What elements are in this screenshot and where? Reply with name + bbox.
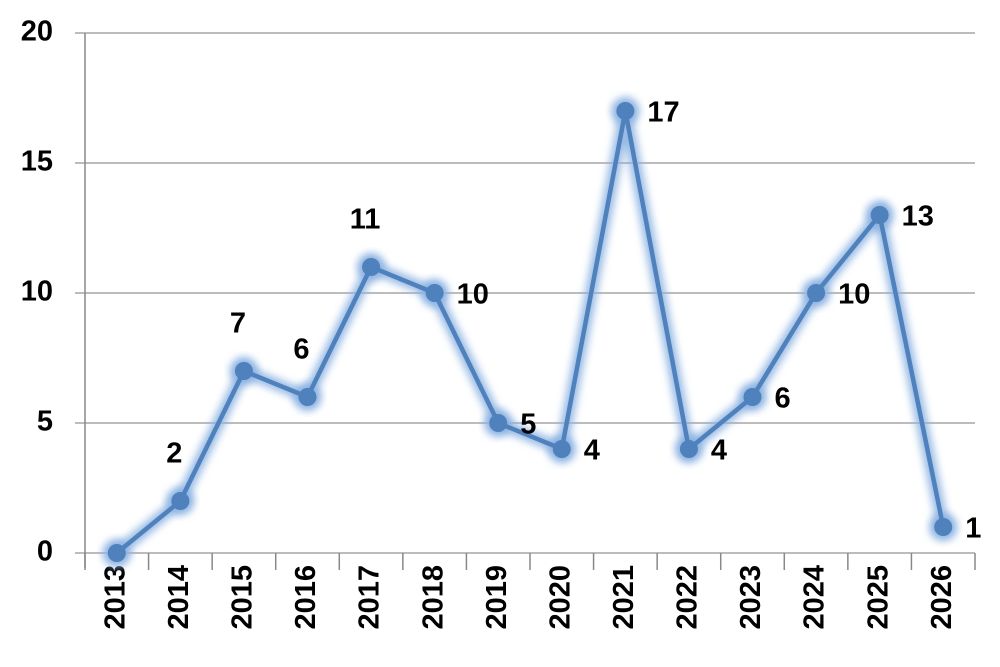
marker xyxy=(870,206,889,224)
marker xyxy=(807,284,826,302)
x-tick-label: 2013 xyxy=(99,565,131,630)
y-tick-label: 15 xyxy=(21,146,53,178)
x-tick-label: 2024 xyxy=(799,565,831,630)
marker xyxy=(934,518,953,536)
line xyxy=(115,110,946,555)
marker xyxy=(616,102,635,120)
x-tick-label: 2025 xyxy=(862,565,894,630)
data-label: 13 xyxy=(902,201,934,233)
data-label: 6 xyxy=(775,383,791,415)
y-tick-label: 10 xyxy=(21,276,53,308)
data-label: 4 xyxy=(711,435,727,467)
marker xyxy=(298,388,317,406)
data-label: 6 xyxy=(293,334,309,366)
y-tick-label: 5 xyxy=(37,406,53,438)
x-tick-label: 2022 xyxy=(672,565,704,630)
marker xyxy=(107,544,126,562)
x-tick-label: 2016 xyxy=(290,565,322,630)
x-tick-label: 2023 xyxy=(735,565,767,630)
data-label: 7 xyxy=(230,308,246,340)
data-label: 2 xyxy=(166,438,182,470)
x-tick-label: 2019 xyxy=(481,565,513,630)
marker xyxy=(552,440,571,458)
data-label: 4 xyxy=(584,435,600,467)
x-tick-label: 2017 xyxy=(354,565,386,630)
marker xyxy=(679,440,698,458)
x-tick-label: 2015 xyxy=(227,565,259,630)
data-label: 1 xyxy=(965,513,981,545)
data-label: 5 xyxy=(520,409,536,441)
x-tick-label: 2020 xyxy=(544,565,576,630)
marker xyxy=(743,388,762,406)
data-label: 10 xyxy=(457,279,489,311)
y-tick-label: 0 xyxy=(37,536,53,568)
marker xyxy=(171,492,190,510)
data-label: 11 xyxy=(350,204,381,236)
y-tick-label: 20 xyxy=(21,16,53,48)
x-tick-label: 2021 xyxy=(608,565,640,630)
data-label: 17 xyxy=(647,97,679,129)
marker xyxy=(425,284,444,302)
marker xyxy=(234,362,253,380)
x-tick-label: 2018 xyxy=(417,565,449,630)
data-label: 10 xyxy=(838,279,870,311)
marker xyxy=(362,258,381,276)
x-tick-label: 2014 xyxy=(163,565,195,630)
x-tick-label: 2026 xyxy=(926,565,958,630)
marker xyxy=(489,414,508,432)
